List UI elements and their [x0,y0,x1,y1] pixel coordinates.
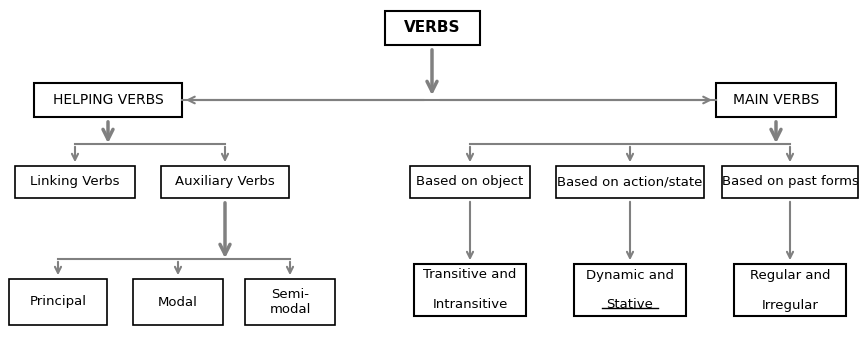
Text: HELPING VERBS: HELPING VERBS [53,93,163,107]
Text: Transitive and

Intransitive: Transitive and Intransitive [423,269,516,311]
FancyBboxPatch shape [9,279,107,325]
Text: Based on object: Based on object [416,175,523,189]
Text: VERBS: VERBS [404,21,460,36]
Bar [414,264,526,316]
Bar [574,264,686,316]
Bar [385,11,479,45]
Text: Auxiliary Verbs: Auxiliary Verbs [175,175,275,189]
Text: Semi-
modal: Semi- modal [269,288,311,316]
Text: Principal: Principal [29,296,86,309]
Bar [734,264,846,316]
Text: Regular and

Irregular: Regular and Irregular [750,269,830,311]
Text: Dynamic and

Stative: Dynamic and Stative [586,269,674,311]
FancyBboxPatch shape [133,279,223,325]
Text: MAIN VERBS: MAIN VERBS [733,93,819,107]
FancyBboxPatch shape [556,166,704,198]
Bar [716,83,836,117]
Text: Based on action/state: Based on action/state [557,175,702,189]
FancyBboxPatch shape [161,166,289,198]
Bar [34,83,182,117]
FancyBboxPatch shape [245,279,335,325]
FancyBboxPatch shape [15,166,135,198]
Text: Modal: Modal [158,296,198,309]
FancyBboxPatch shape [410,166,530,198]
FancyBboxPatch shape [722,166,858,198]
Text: Linking Verbs: Linking Verbs [30,175,119,189]
Text: Based on past forms: Based on past forms [721,175,858,189]
